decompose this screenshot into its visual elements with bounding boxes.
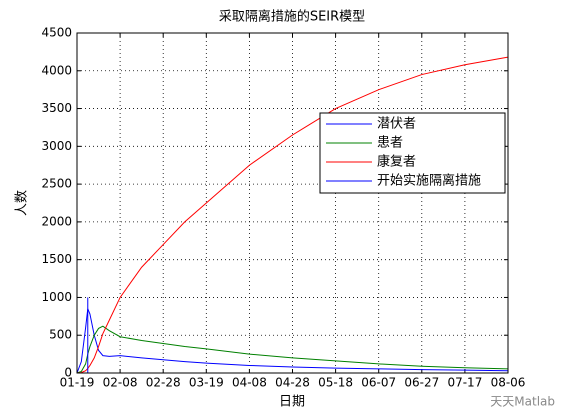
- series-line: [76, 56, 509, 374]
- y-tick-label: 3500: [41, 101, 72, 115]
- legend-label: 患者: [377, 136, 403, 151]
- x-tick-label: 05-18: [318, 376, 353, 390]
- x-tick-label: 07-17: [447, 376, 482, 390]
- legend-label: 开始实施隔离措施: [377, 173, 481, 189]
- y-tick-label: 1000: [41, 290, 72, 304]
- x-axis-label: 日期: [279, 395, 305, 410]
- x-tick-label: 02-08: [103, 376, 138, 390]
- y-tick-label: 2000: [41, 214, 72, 228]
- y-axis-label: 人数: [15, 190, 30, 216]
- y-tick-label: 0: [64, 366, 72, 380]
- legend-label: 潜伏者: [377, 117, 416, 132]
- y-tick-label: 2500: [41, 177, 72, 191]
- watermark: 天天Matlab: [490, 395, 555, 409]
- x-tick-label: 03-19: [189, 376, 224, 390]
- y-tick-label: 3000: [41, 139, 72, 153]
- legend-label: 康复者: [377, 154, 416, 170]
- x-tick-label: 02-28: [146, 376, 181, 390]
- y-tick-label: 500: [49, 328, 72, 342]
- x-tick-label: 06-07: [361, 376, 396, 390]
- legend-box: [319, 112, 506, 194]
- x-tick-label: 01-19: [60, 376, 95, 390]
- x-tick-label: 04-08: [232, 376, 267, 390]
- y-tick-label: 4000: [41, 63, 72, 77]
- axes-box: [76, 32, 509, 374]
- x-tick-label: 04-28: [275, 376, 310, 390]
- x-tick-label: 06-27: [404, 376, 439, 390]
- series-line: [76, 325, 509, 374]
- y-tick-label: 1500: [41, 252, 72, 266]
- x-tick-label: 08-06: [491, 376, 526, 390]
- y-tick-label: 4500: [41, 26, 72, 40]
- chart-title: 采取隔离措施的SEIR模型: [219, 9, 365, 25]
- series-line: [76, 308, 509, 374]
